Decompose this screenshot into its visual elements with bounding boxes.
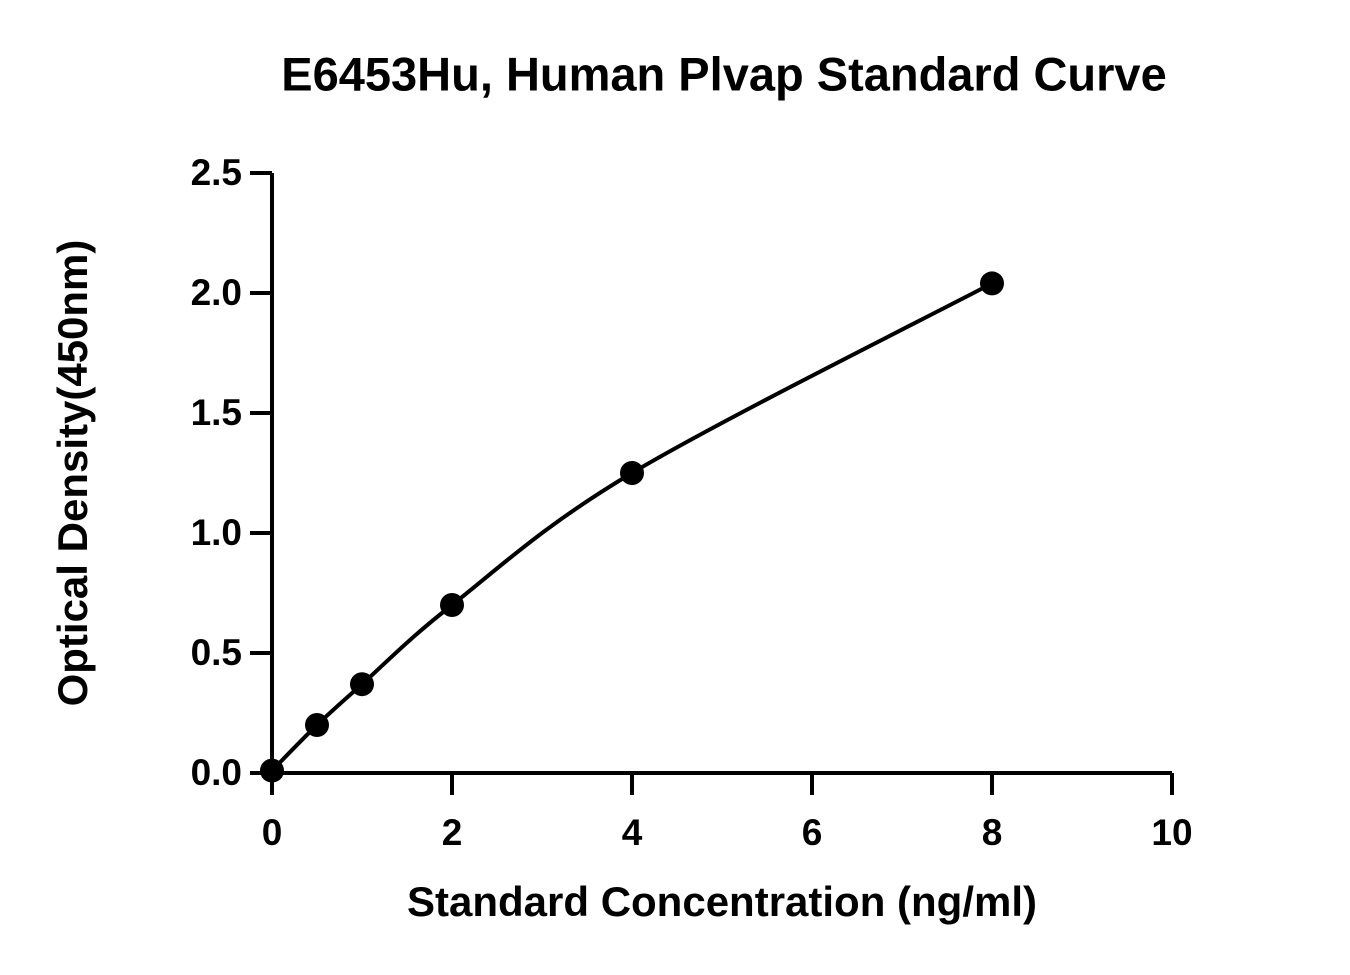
x-tick-label: 6 — [802, 812, 823, 853]
y-tick-label: 2.5 — [191, 152, 242, 193]
x-tick-label: 2 — [442, 812, 463, 853]
data-point — [620, 461, 644, 485]
y-axis-label: Optical Density(450nm) — [49, 240, 96, 707]
y-tick-label: 2.0 — [191, 272, 242, 313]
data-point — [260, 758, 284, 783]
y-tick-label: 0.5 — [191, 632, 242, 673]
x-tick-label: 0 — [262, 812, 283, 853]
chart-title: E6453Hu, Human Plvap Standard Curve — [281, 47, 1166, 100]
y-tick-label: 1.5 — [191, 392, 242, 433]
x-tick-label: 8 — [982, 812, 1003, 853]
x-tick-label: 10 — [1151, 812, 1192, 853]
data-point — [305, 713, 329, 737]
x-axis-label: Standard Concentration (ng/ml) — [407, 878, 1037, 925]
y-tick-label: 0.0 — [191, 752, 242, 793]
fit-curve — [270, 281, 993, 773]
data-point — [440, 593, 464, 617]
data-point — [980, 271, 1004, 296]
data-point — [350, 672, 374, 697]
x-tick-label: 4 — [622, 812, 643, 853]
y-tick-label: 1.0 — [191, 512, 242, 553]
